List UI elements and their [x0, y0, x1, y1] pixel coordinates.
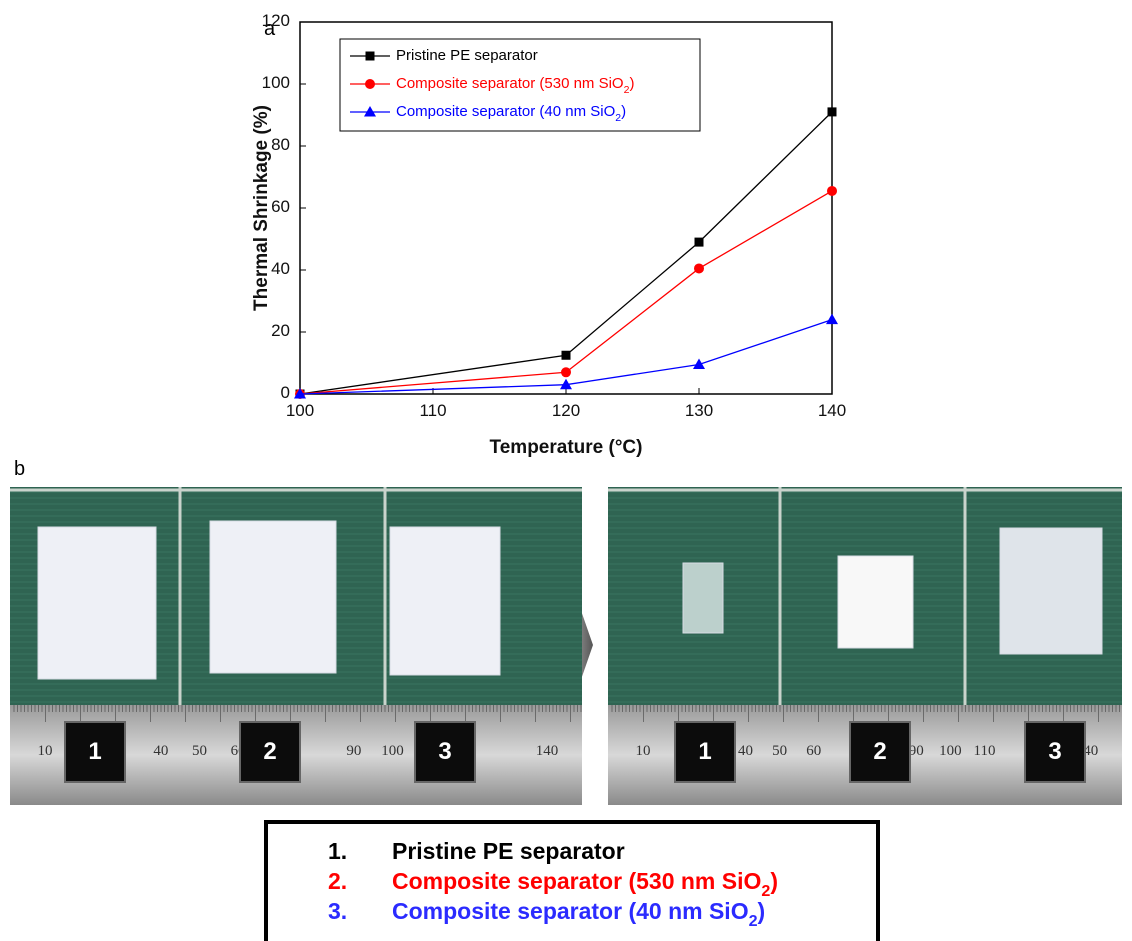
- y-tick-label: 0: [281, 383, 290, 402]
- sample-sheet: [683, 563, 723, 633]
- badge-label: 1: [88, 738, 101, 765]
- sample-sheet: [210, 521, 336, 673]
- ruler-number: 100: [939, 743, 962, 759]
- ruler-number: 40: [738, 743, 753, 759]
- y-tick-label: 60: [271, 197, 290, 216]
- key-number: 3.: [328, 898, 347, 924]
- x-tick-label: 140: [818, 401, 846, 420]
- y-tick-label: 120: [262, 11, 290, 30]
- badge-label: 2: [263, 738, 276, 765]
- key-number: 2.: [328, 868, 347, 894]
- badge-label: 3: [438, 738, 451, 765]
- badge-label: 3: [1048, 738, 1061, 765]
- sample-sheet: [38, 527, 156, 679]
- marker: [561, 367, 571, 377]
- ruler-number: 60: [806, 743, 821, 759]
- badge-label: 1: [698, 738, 711, 765]
- sample-sheet: [838, 556, 913, 648]
- ruler-number: 110: [974, 743, 996, 759]
- x-tick-label: 120: [552, 401, 580, 420]
- key-number: 1.: [328, 838, 347, 864]
- badge-label: 2: [873, 738, 886, 765]
- x-tick-label: 130: [685, 401, 713, 420]
- marker: [695, 238, 704, 247]
- ruler-number: 140: [536, 743, 559, 759]
- ruler-number: 90: [346, 743, 361, 759]
- marker: [366, 52, 375, 61]
- sample-sheet: [1000, 528, 1102, 654]
- y-tick-label: 40: [271, 259, 290, 278]
- marker: [562, 351, 571, 360]
- marker: [365, 79, 375, 89]
- ruler-number: 10: [636, 743, 651, 759]
- x-tick-label: 100: [286, 401, 314, 420]
- series-line: [300, 191, 832, 394]
- ruler-number: 10: [38, 743, 53, 759]
- key-text: Pristine PE separator: [392, 838, 625, 864]
- ruler-number: 50: [192, 743, 207, 759]
- x-tick-label: 110: [419, 401, 446, 420]
- marker: [828, 107, 837, 116]
- figure: a Temperature (°C) Thermal Shrinkage (%)…: [0, 0, 1132, 941]
- marker: [827, 186, 837, 196]
- x-axis-label: Temperature (°C): [490, 437, 643, 458]
- panel-label: b: [14, 458, 25, 480]
- y-axis-label: Thermal Shrinkage (%): [251, 105, 272, 311]
- legend-label: Pristine PE separator: [396, 47, 538, 64]
- marker: [826, 314, 838, 325]
- y-tick-label: 20: [271, 321, 290, 340]
- sample-sheet: [390, 527, 500, 675]
- y-tick-label: 100: [262, 73, 290, 92]
- ruler-number: 100: [381, 743, 404, 759]
- ruler-number: 50: [772, 743, 787, 759]
- y-tick-label: 80: [271, 135, 290, 154]
- key-text: Composite separator (40 nm SiO2): [392, 898, 765, 930]
- ruler-number: 40: [153, 743, 168, 759]
- marker: [694, 263, 704, 273]
- key-text: Composite separator (530 nm SiO2): [392, 868, 778, 900]
